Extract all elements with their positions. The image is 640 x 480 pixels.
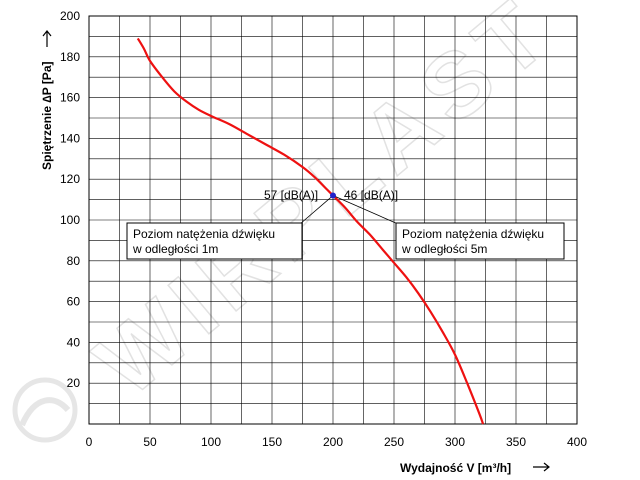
x-tick-labels: 0 50 100 150 200 250 300 350 400 [86, 435, 588, 449]
callout-left-line-2: w odległości 1m [132, 242, 218, 256]
y-tick-label: 200 [60, 9, 80, 23]
x-tick-label: 400 [567, 435, 587, 449]
x-tick-label: 150 [262, 435, 282, 449]
annotation-right-value: 46 [dB(A)] [344, 188, 398, 202]
callout-box-left: Poziom natężenia dźwięku w odległości 1m [126, 222, 303, 260]
x-tick-label: 50 [143, 435, 157, 449]
y-axis-title-group: Spiętrzenie ∆P [Pa] [40, 30, 54, 171]
x-tick-label: 0 [86, 435, 93, 449]
callout-left-line-1: Poziom natężenia dźwięku [133, 227, 275, 241]
y-tick-label: 140 [60, 131, 80, 145]
annotation-left-value: 57 [dB(A)] [264, 188, 318, 202]
x-axis-title: Wydajność V [m³/h] [400, 461, 511, 475]
callout-right-line-2: w odległości 5m [401, 242, 487, 256]
plot-area-border [88, 15, 578, 425]
leader-line-right [332, 195, 399, 225]
y-tick-label: 120 [60, 172, 80, 186]
y-tick-label: 20 [67, 376, 81, 390]
y-axis-arrow-icon [42, 30, 52, 47]
grid [89, 16, 577, 424]
y-axis-title: Spiętrzenie ∆P [Pa] [40, 62, 54, 171]
y-tick-label: 40 [67, 335, 81, 349]
x-tick-label: 350 [506, 435, 526, 449]
leader-line-left [299, 195, 334, 225]
y-tick-label: 160 [60, 91, 80, 105]
series-points [137, 38, 484, 425]
y-tick-label: 80 [67, 254, 81, 268]
y-tick-label: 180 [60, 50, 80, 64]
y-tick-label: 60 [67, 295, 81, 309]
watermark-logo-icon [12, 377, 78, 443]
callout-box-right: Poziom natężenia dźwięku w odległości 5m [395, 222, 565, 260]
x-axis-title-group: Wydajność V [m³/h] [400, 461, 550, 475]
x-tick-label: 100 [201, 435, 221, 449]
x-axis-arrow-icon [533, 462, 550, 472]
x-tick-label: 250 [384, 435, 404, 449]
y-tick-labels: 20 40 60 80 100 120 140 160 180 200 [60, 9, 80, 390]
y-tick-label: 100 [60, 213, 80, 227]
watermark-logo-swirl-icon [19, 397, 71, 427]
x-tick-label: 200 [323, 435, 343, 449]
callout-right-line-1: Poziom natężenia dźwięku [402, 227, 544, 241]
x-tick-label: 300 [445, 435, 465, 449]
operating-point [330, 192, 336, 199]
